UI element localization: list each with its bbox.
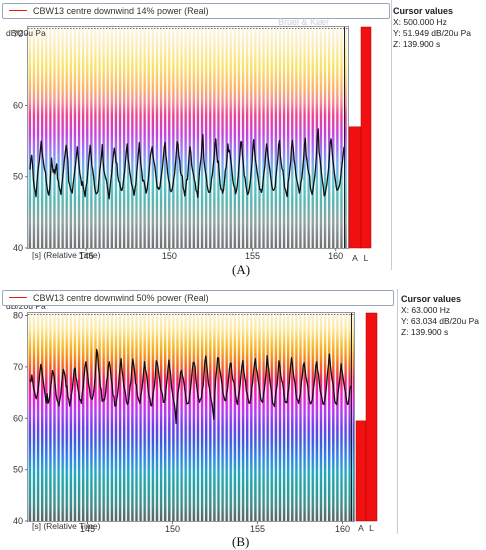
x-tick-label: 150 [162,251,177,261]
y-tick-label: 40 [13,516,23,526]
x-tick-label: 145 [80,524,95,534]
cursor-y-a: Y: 51.949 dB/20u Pa [393,28,471,38]
x-tick-label: 150 [165,524,180,534]
y-tick-label: 70 [13,362,23,372]
x-axis-label-b: [s] (Relative Time) [32,521,101,531]
time-slice-stripes-a [28,27,348,248]
overall-bar-a [348,126,362,249]
y-tick-label: 50 [13,465,23,475]
cursor-x-a: X: 500.000 Hz [393,17,447,27]
y-tick-label: 60 [13,413,23,423]
brand-watermark: Brüel & Kjær [278,17,330,27]
y-tick-label: 60 [13,100,23,110]
overall-bar-l [365,312,378,522]
y-tick-label: 80 [13,311,23,321]
legend-b: CBW13 centre downwind 50% power (Real) [2,290,394,306]
caption-a: (A) [232,262,251,277]
x-tick-label: 160 [335,524,350,534]
legend-text-a: CBW13 centre downwind 14% power (Real) [33,6,209,16]
x-tick-label: 155 [250,524,265,534]
legend-text-b: CBW13 centre downwind 50% power (Real) [33,293,209,303]
y-unit-label-a: dB/20u Pa [6,28,46,38]
y-tick-label: 50 [13,172,23,182]
overall-bar-label: L [364,253,369,263]
cursor-values-a: Cursor values X: 500.000 Hz Y: 51.949 dB… [393,6,471,50]
cursor-values-b: Cursor values X: 63.000 Hz Y: 63.034 dB/… [401,294,479,338]
spectrogram-chart-b: 40 50 60 70 80 145 150 155 160 dB/20u Pa [s] (R… [6,289,398,534]
overall-bar-label: A [358,523,364,533]
caption-b: (B) [232,534,250,549]
overall-bar-label: A [352,253,358,263]
x-tick-label: 155 [245,251,260,261]
x-tick-label: 160 [328,251,343,261]
overall-bar-l [360,26,372,249]
y-tick-label: 70 [13,29,23,39]
cursor-title-b: Cursor values [401,294,462,304]
overall-bar-label: L [369,523,374,533]
panel-a: 40 50 60 70 145 150 155 160 dB/20u Pa [s] (Rel… [2,0,471,277]
legend-a: CBW13 centre downwind 14% power (Real) [2,3,390,19]
legend-swatch-b [9,297,27,298]
overall-bar-a [355,420,367,522]
cursor-title-a: Cursor values [393,6,454,16]
level-trace-b [29,348,352,425]
cursor-y-b: Y: 63.034 dB/20u Pa [401,316,479,326]
y-unit-label-b: dB/20u Pa [6,301,46,311]
cursor-z-b: Z: 139.900 s [401,327,449,337]
cursor-x-b: X: 63.000 Hz [401,305,451,315]
legend-swatch-a [9,10,27,11]
cursor-z-a: Z: 139.900 s [393,39,441,49]
x-axis-label-a: [s] (Relative Time) [32,250,101,260]
level-trace-a [29,128,345,200]
spectrogram-chart-a: 40 50 60 70 145 150 155 160 dB/20u Pa [s] (Rel… [6,0,392,270]
y-tick-label: 40 [13,243,23,253]
panel-b: 40 50 60 70 80 145 150 155 160 dB/20u Pa [s] (R… [0,289,486,550]
time-slice-stripes-b [28,313,354,521]
x-tick-label: 145 [79,251,94,261]
